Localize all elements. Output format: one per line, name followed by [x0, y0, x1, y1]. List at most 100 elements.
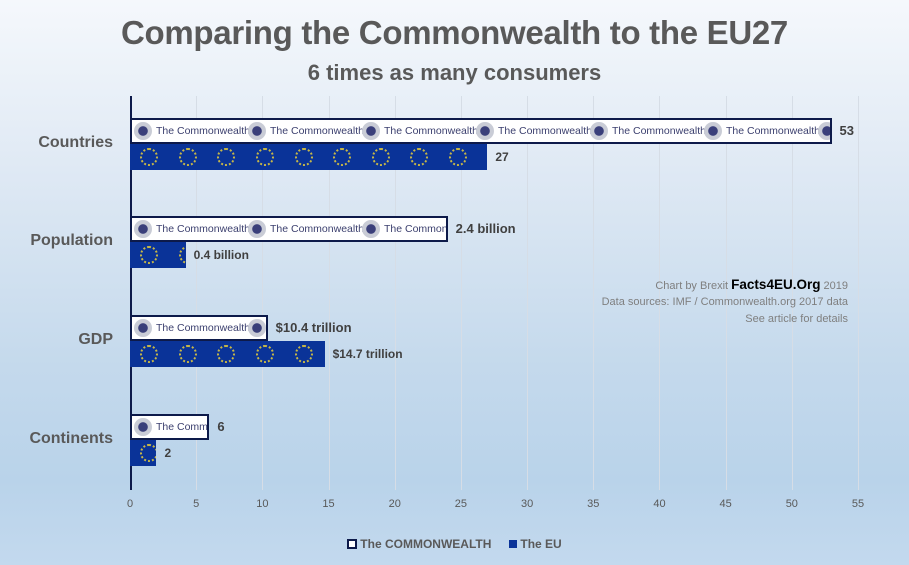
value-label-commonwealth-countries: 53: [839, 123, 854, 138]
commonwealth-logo-icon: [590, 122, 608, 140]
legend-swatch-eu: [509, 540, 518, 548]
commonwealth-logo-icon: [362, 220, 380, 238]
eu-stars-icon: [294, 345, 313, 363]
x-tick-label: 25: [454, 498, 468, 510]
gridline: [791, 96, 793, 490]
eu-stars-icon: [140, 246, 159, 264]
commonwealth-logo-icon: [362, 122, 380, 140]
x-tick-label: 0: [126, 498, 134, 510]
eu-flag-tile: [207, 148, 246, 166]
commonwealth-logo-text: The Commonwealth: [270, 125, 364, 137]
value-label-eu-continents: 2: [164, 446, 172, 460]
eu-flag-tile: [130, 444, 157, 462]
commonwealth-logo-icon: [476, 122, 494, 140]
legend-item-eu[interactable]: The EU: [509, 537, 562, 551]
commonwealth-logo-icon: [704, 122, 722, 140]
commonwealth-logo-icon: [134, 220, 152, 238]
commonwealth-logo-icon: [818, 122, 830, 140]
x-tick-label: 10: [256, 498, 269, 510]
eu-flag-tile: [284, 148, 323, 166]
eu-stars-icon: [217, 345, 236, 363]
eu-flag-tile: [246, 148, 285, 166]
bar-eu-population[interactable]: [130, 242, 186, 268]
x-tick-label: 55: [851, 498, 865, 510]
eu-stars-icon: [178, 246, 186, 264]
eu-flag-tile: [477, 148, 487, 166]
gridline: [196, 96, 198, 490]
value-label-commonwealth-gdp: $10.4 trillion: [275, 320, 352, 335]
commonwealth-logo-text: The Commonwealth: [384, 125, 478, 137]
credit-prefix: Chart by Brexit: [655, 280, 729, 292]
chart-title: Comparing the Commonwealth to the EU27: [121, 14, 788, 51]
commonwealth-logo-text: The Commonwealth: [612, 125, 706, 137]
value-label-eu-countries: 27: [495, 150, 509, 164]
commonwealth-logo-icon: [134, 319, 152, 337]
legend-swatch-commonwealth: [347, 539, 358, 549]
x-tick-label: 5: [193, 498, 200, 510]
bar-commonwealth-population[interactable]: The Commonwealth The Commonwealth The Comm…: [130, 216, 448, 242]
value-label-commonwealth-continents: 6: [217, 419, 225, 434]
commonwealth-logo-tile: The Commonwealth: [474, 122, 592, 140]
commonwealth-logo-text: The Commonwealth: [156, 125, 250, 137]
eu-flag-tile: [169, 148, 208, 166]
credit-year: 2019: [823, 280, 848, 292]
x-tick-label: 30: [520, 498, 534, 510]
legend-label-eu: The EU: [520, 537, 562, 551]
eu-flag-tile: [362, 148, 401, 166]
eu-stars-icon: [449, 148, 468, 166]
gridline: [460, 96, 462, 490]
commonwealth-logo-tile: The Commonwealth: [702, 122, 820, 140]
commonwealth-logo-text: The Commonwealth: [156, 223, 250, 235]
credit-line-2: Data sources: IMF / Commonwealth.org 201…: [601, 296, 848, 308]
commonwealth-logo-tile: The Commonwealth: [360, 220, 448, 238]
commonwealth-logo-text: The Commonwealth: [270, 223, 364, 235]
gridline: [527, 96, 529, 490]
legend-item-commonwealth[interactable]: The COMMONWEALTH: [347, 537, 491, 551]
commonwealth-logo-text: The Commonwealth: [726, 125, 820, 137]
eu-stars-icon: [178, 148, 197, 166]
eu-stars-icon: [178, 345, 197, 363]
eu-stars-icon: [256, 148, 275, 166]
gridline: [725, 96, 727, 490]
x-tick-label: 45: [719, 498, 732, 510]
gridline: [394, 96, 396, 490]
credit-line-1: Chart by Brexit Facts4EU.Org 2019: [655, 277, 848, 292]
eu-stars-icon: [410, 148, 429, 166]
commonwealth-logo-tile: The Commonwealth: [132, 418, 208, 436]
gridline: [328, 96, 330, 490]
commonwealth-logo-tile: The Commonwealth: [132, 122, 250, 140]
eu-flag-tile: [284, 345, 323, 363]
eu-stars-icon: [333, 148, 352, 166]
category-label-gdp: GDP: [78, 331, 113, 348]
bar-eu-countries[interactable]: [130, 144, 488, 170]
eu-flag-tile: [169, 345, 208, 363]
eu-flag-tile: [323, 148, 362, 166]
eu-stars-icon: [140, 148, 159, 166]
x-tick-label: 20: [388, 498, 401, 510]
y-axis-line: [130, 96, 132, 490]
commonwealth-logo-text: The Commonwealth: [384, 223, 448, 235]
commonwealth-logo-tile: The Commonwealth: [132, 220, 250, 238]
gridline: [262, 96, 264, 490]
bar-eu-gdp[interactable]: [130, 341, 325, 367]
value-label-commonwealth-population: 2.4 billion: [455, 221, 516, 236]
eu-flag-tile: [130, 345, 169, 363]
legend-label-commonwealth: The COMMONWEALTH: [360, 537, 492, 551]
commonwealth-logo-icon: [134, 418, 152, 436]
commonwealth-logo-text: The Commonwealth: [156, 421, 208, 433]
category-label-continents: Continents: [29, 430, 113, 447]
eu-stars-icon: [140, 345, 159, 363]
commonwealth-logo-tile: The Commonwealth: [246, 319, 266, 337]
eu-stars-icon: [256, 345, 275, 363]
gridline: [659, 96, 661, 490]
commonwealth-logo-icon: [248, 319, 266, 337]
bar-eu-continents[interactable]: [130, 440, 157, 466]
commonwealth-logo-text: The Commonwealth: [498, 125, 592, 137]
eu-flag-tile: [130, 246, 169, 264]
eu-stars-icon: [294, 148, 313, 166]
bar-commonwealth-countries[interactable]: The Commonwealth The Commonwealth The Comm…: [130, 118, 832, 144]
commonwealth-logo-text: The Commonwealth: [156, 322, 250, 334]
